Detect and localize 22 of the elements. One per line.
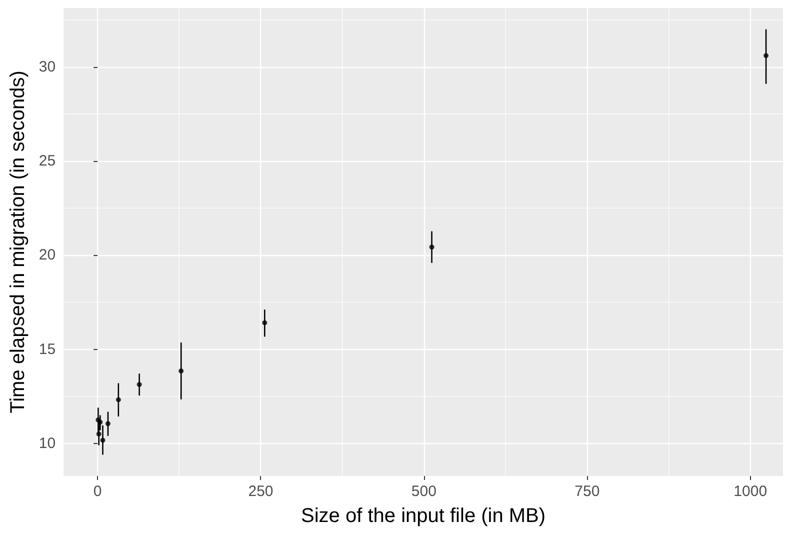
- x-tick-label: 1000: [734, 483, 768, 500]
- point: [262, 320, 268, 326]
- point: [105, 421, 110, 426]
- y-tick-label: 25: [38, 152, 56, 170]
- point: [116, 397, 121, 402]
- x-tick-label: 750: [574, 483, 600, 500]
- point: [96, 432, 102, 437]
- y-tick-label: 20: [38, 246, 56, 264]
- x-tick-label: 0: [93, 483, 102, 500]
- y-tick-label: 30: [38, 58, 56, 76]
- y-tick-label: 10: [38, 434, 56, 452]
- x-tick-label: 500: [411, 483, 436, 500]
- x-tick-label: 250: [248, 483, 274, 500]
- point: [100, 438, 106, 443]
- x-axis-title: Size of the input file (in MB): [301, 505, 546, 527]
- point: [136, 382, 142, 388]
- y-tick-label: 15: [38, 340, 56, 358]
- point: [98, 420, 103, 425]
- y-axis-title: Time elapsed in migration (in seconds): [7, 70, 29, 414]
- point: [764, 53, 769, 58]
- point: [429, 244, 434, 250]
- point: [178, 368, 184, 374]
